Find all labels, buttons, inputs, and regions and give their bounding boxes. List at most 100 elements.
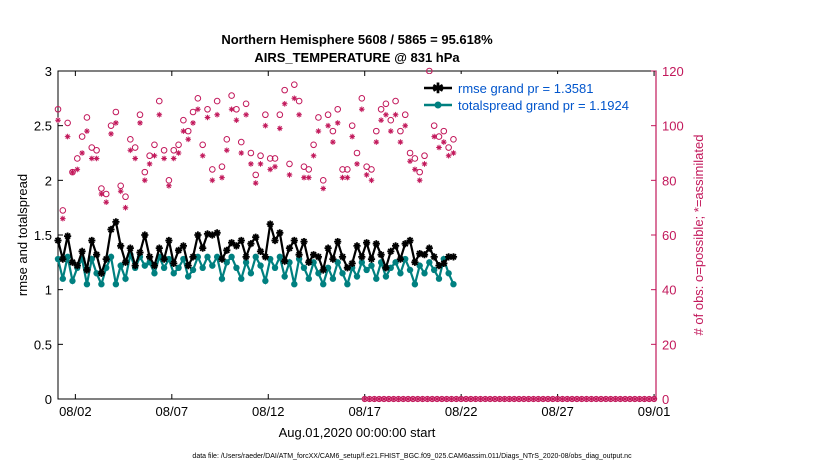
y-tick-label-right: 40 [662,283,676,298]
obs-assimilated-zero-point [632,396,638,402]
legend-marker-totalspread [434,101,442,109]
rmse-point [165,236,173,245]
totalspread-point [310,259,317,266]
obs-possible-point [117,182,124,190]
obs-possible-point [122,193,129,201]
totalspread-point [339,270,346,277]
obs-assimilated-zero-point [473,396,478,402]
totalspread-point [233,264,240,271]
obs-assimilated-zero-point [502,396,507,402]
obs-assimilated-zero-point [482,396,488,402]
obs-assimilated-zero-point [468,396,474,402]
obs-possible-point [136,111,144,119]
obs-assimilated-zero-point [511,396,517,402]
totalspread-point [194,253,202,261]
rmse-point [203,230,212,238]
totalspread-point [300,264,308,271]
rmse-point [155,244,163,252]
obs-possible-point [416,168,423,176]
y-tick-label-right: 60 [662,228,676,243]
obs-possible-point [155,97,163,105]
totalspread-point [450,281,457,288]
obs-assimilated-point [190,120,196,126]
obs-assimilated-zero-point [386,396,392,402]
obs-assimilated-point [161,155,167,162]
obs-possible-point [98,185,105,192]
y-axis-label-left: rmse and totalspread [15,174,30,296]
y-tick-label-right: 120 [662,64,684,79]
rmse-point [160,255,168,263]
obs-assimilated-zero-point [642,396,647,402]
obs-possible-point [344,166,351,173]
obs-possible-point [286,160,293,168]
obs-assimilated-point [281,101,288,107]
rmse-point [121,258,130,266]
obs-assimilated-zero-point [439,396,445,402]
rmse-point [281,257,289,265]
obs-possible-point [262,111,269,119]
totalspread-point [358,259,366,266]
obs-assimilated-point [127,147,134,154]
obs-assimilated-point [267,166,273,173]
obs-assimilated-point [219,174,225,181]
obs-assimilated-point [137,120,143,126]
rmse-point [329,255,337,263]
obs-assimilated-zero-point [637,396,642,402]
rmse-point [401,240,409,248]
obs-assimilated-point [397,139,404,145]
y-tick-label-left: 2 [45,173,52,188]
obs-assimilated-zero-point [593,396,599,402]
obs-possible-point [334,105,342,113]
obs-assimilated-point [199,152,206,159]
y-tick-label-left: 1.5 [34,228,52,243]
obs-possible-point [295,97,303,105]
obs-assimilated-point [180,128,187,134]
obs-possible-point [445,144,452,151]
totalspread-point [315,270,322,277]
obs-possible-point [170,146,178,154]
obs-assimilated-zero-point [646,396,652,402]
totalspread-point [170,270,177,277]
rmse-point [261,253,269,261]
rmse-point [83,266,91,274]
rmse-point [372,240,380,248]
rmse-point [146,253,154,261]
obs-assimilated-point [344,174,351,181]
obs-possible-point [353,149,361,157]
obs-assimilated-point [310,152,317,159]
obs-assimilated-point [349,133,355,140]
totalspread-point [185,273,192,280]
obs-assimilated-zero-point [376,396,382,402]
rmse-point [363,239,371,247]
obs-possible-point [107,122,115,129]
obs-assimilated-point [122,204,129,211]
obs-assimilated-zero-point [478,396,483,402]
obs-possible-point [199,141,206,149]
obs-possible-point [421,152,428,160]
obs-assimilated-point [445,152,452,159]
obs-assimilated-point [320,185,326,192]
obs-assimilated-zero-point [410,396,416,402]
x-tick-label: 08/22 [445,404,478,419]
obs-possible-point [305,166,313,173]
totalspread-point [392,259,399,266]
obs-assimilated-point [325,122,331,129]
totalspread-point [305,275,312,282]
obs-assimilated-point [243,111,249,118]
obs-assimilated-point [204,114,211,121]
obs-assimilated-point [156,111,163,118]
obs-possible-point [450,136,457,143]
rmse-point [387,247,395,255]
obs-assimilated-point [89,155,95,162]
rmse-point [256,247,265,255]
y-tick-label-right: 20 [662,337,676,352]
rmse-point [150,262,159,270]
obs-assimilated-zero-point [449,396,454,402]
rmse-point [324,244,332,252]
obs-assimilated-zero-point [584,396,589,402]
totalspread-point [435,275,443,282]
obs-assimilated-zero-point [444,396,450,402]
rmse-point [242,253,250,261]
rmse-point [440,259,448,267]
totalspread-point [411,281,419,288]
